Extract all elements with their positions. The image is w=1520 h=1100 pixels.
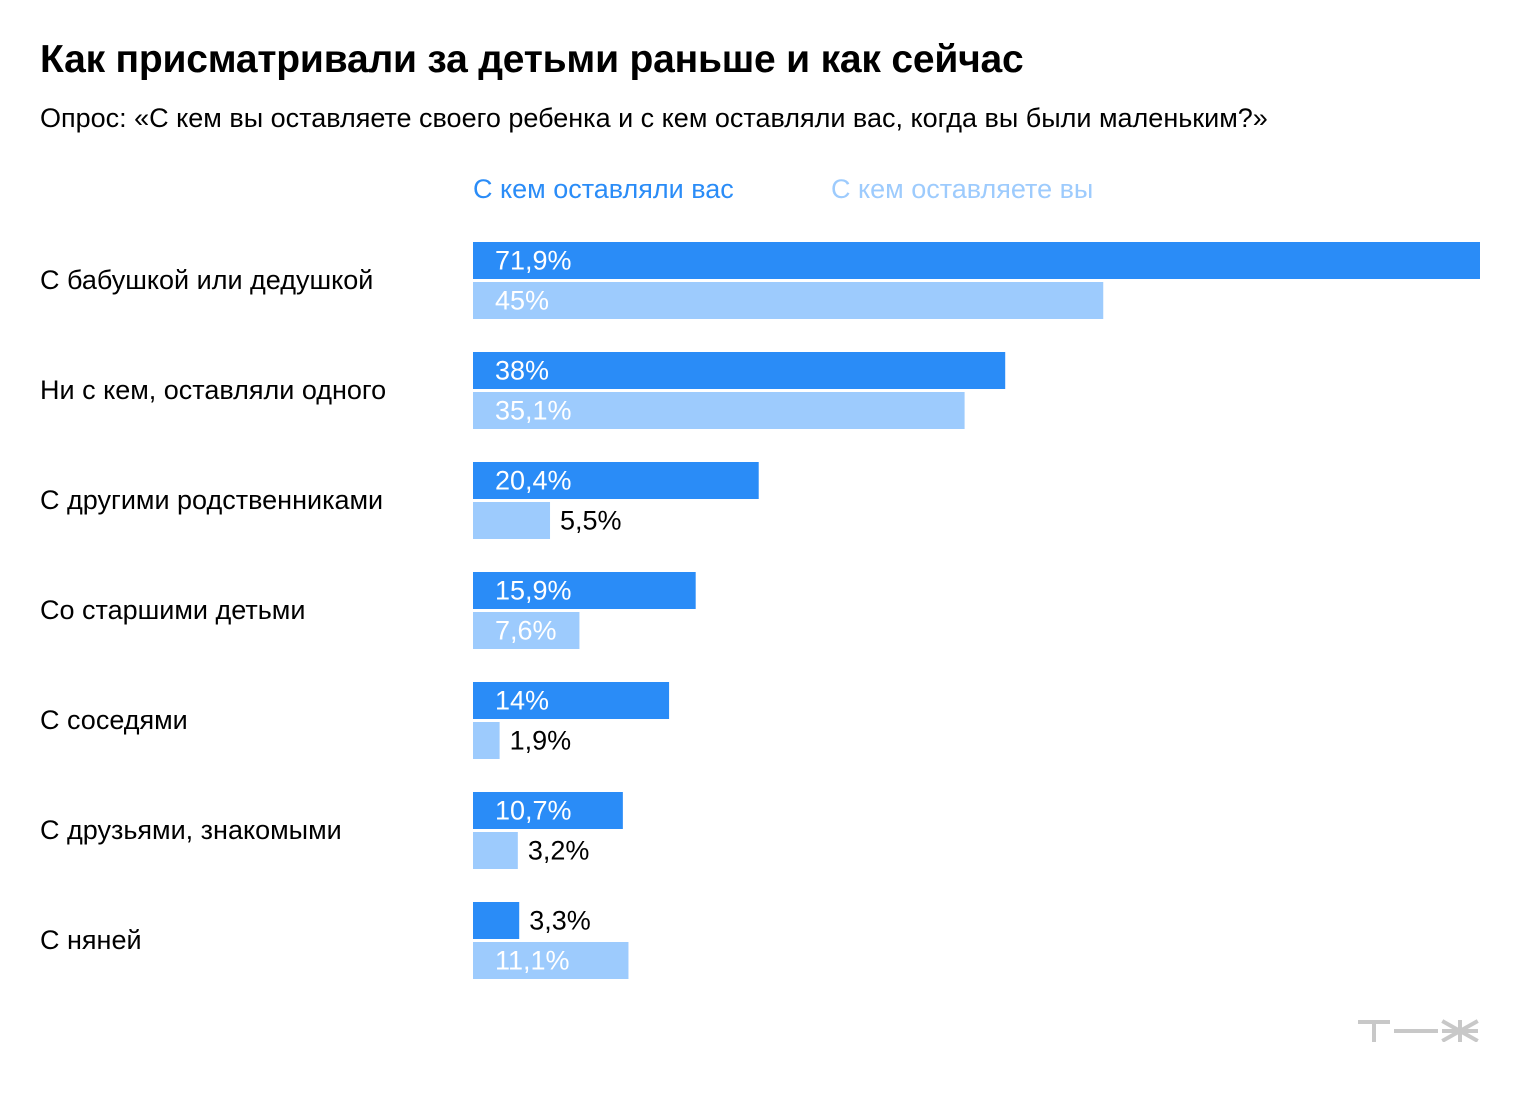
category-label: Ни с кем, оставляли одного (40, 375, 386, 405)
legend-item-now: С кем оставляете вы (831, 174, 1094, 204)
data-label: 15,9% (495, 576, 572, 606)
bar-now (473, 942, 629, 979)
category-label: С няней (40, 925, 142, 955)
category-label: С друзьями, знакомыми (40, 815, 342, 845)
data-label: 3,2% (528, 836, 590, 866)
bar-past (473, 682, 670, 719)
bar-now (473, 832, 518, 869)
bar-past (473, 462, 759, 499)
bar-now (473, 392, 965, 429)
data-label: 7,6% (495, 616, 557, 646)
data-label: 3,3% (529, 906, 591, 936)
tzh-logo-icon (1358, 1019, 1479, 1042)
legend-item-past: С кем оставляли вас (473, 174, 734, 204)
category-label: С другими родственниками (40, 485, 383, 515)
category-label: С соседями (40, 705, 188, 735)
category-label: Со старшими детьми (40, 595, 305, 625)
data-label: 35,1% (495, 396, 572, 426)
chart-subtitle: Опрос: «С кем вы оставляете своего ребен… (40, 103, 1268, 133)
data-label: 1,9% (510, 726, 572, 756)
data-label: 20,4% (495, 466, 572, 496)
bar-now (473, 612, 580, 649)
bar-past (473, 352, 1006, 389)
bar-past (473, 242, 1480, 279)
data-label: 45% (495, 286, 549, 316)
category-group: С другими родственниками 20,4% 5,5% (40, 462, 759, 539)
bar-past (473, 792, 623, 829)
data-label: 11,1% (495, 946, 570, 976)
data-label: 38% (495, 356, 549, 386)
category-group: Со старшими детьми 15,9% 7,6% (40, 572, 696, 649)
category-group: С няней 3,3% 11,1% (40, 902, 629, 979)
bar-now (473, 722, 500, 759)
bar-now (473, 502, 551, 539)
category-group: Ни с кем, оставляли одного 38% 35,1% (40, 352, 1006, 429)
category-group: С соседями 14% 1,9% (40, 682, 670, 759)
data-label: 10,7% (495, 796, 572, 826)
bar-past (473, 572, 696, 609)
data-label: 71,9% (495, 246, 572, 276)
category-label: С бабушкой или дедушкой (40, 265, 373, 295)
data-label: 14% (495, 686, 549, 716)
bar-past (473, 902, 520, 939)
category-group: С бабушкой или дедушкой 71,9% 45% (40, 242, 1480, 319)
category-group: С друзьями, знакомыми 10,7% 3,2% (40, 792, 623, 869)
bar-now (473, 282, 1104, 319)
data-label: 5,5% (560, 506, 622, 536)
chart-title: Как присматривали за детьми раньше и как… (40, 38, 1024, 81)
